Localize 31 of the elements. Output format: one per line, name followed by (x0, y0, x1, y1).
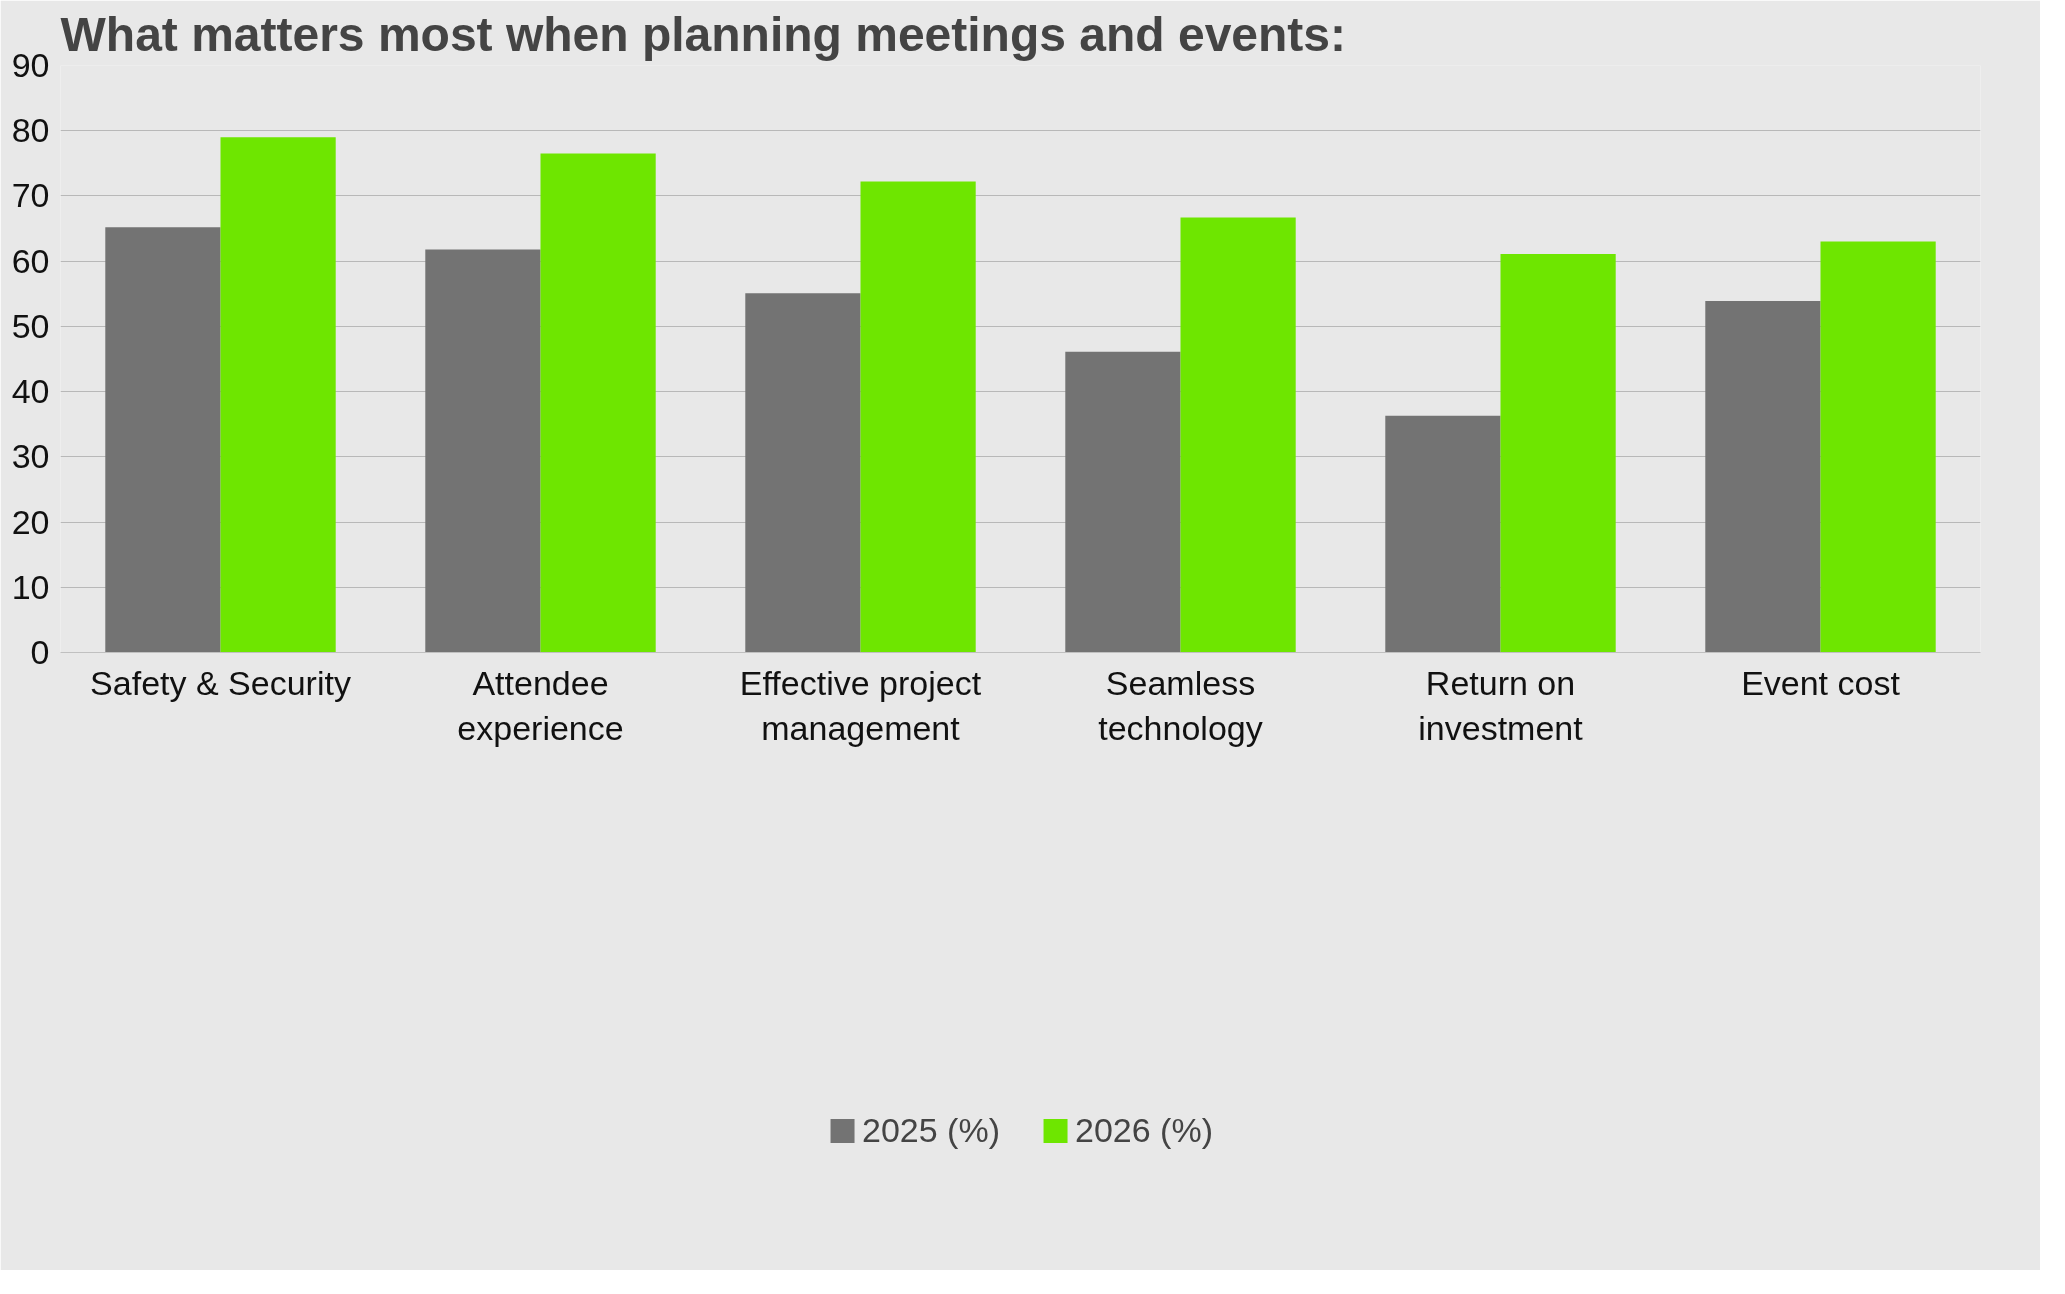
x-tick-label: Attendee experience (457, 663, 624, 748)
y-tick-label: 90 (11, 46, 50, 84)
y-tick-label: 50 (11, 306, 50, 345)
bar (540, 153, 656, 653)
y-tick-label: 40 (11, 372, 50, 411)
legend-label: 2025 (%) (862, 1110, 1000, 1150)
legend-label: 2026 (%) (1075, 1110, 1213, 1150)
x-tick-label: Event cost (1741, 663, 1901, 702)
bar (1705, 300, 1821, 653)
bar (1180, 217, 1296, 653)
y-tick-label: 20 (11, 502, 50, 541)
x-tick-label: Seamless technology (1098, 663, 1263, 748)
bar (105, 227, 221, 653)
y-tick-label: 0 (30, 633, 50, 671)
y-tick-label: 70 (11, 176, 50, 215)
x-tick-label: Return on investment (1418, 663, 1584, 748)
y-tick-label: 10 (11, 567, 50, 606)
y-tick-label: 60 (11, 241, 50, 280)
bar (1065, 351, 1181, 653)
bar (425, 249, 541, 653)
bar (220, 137, 336, 653)
x-tick-label: Safety & Security (90, 663, 351, 702)
bar (1500, 253, 1616, 653)
y-tick-label: 80 (11, 111, 50, 150)
chart-title: What matters most when planning meetings and events: (60, 7, 1347, 61)
bar (1820, 241, 1936, 653)
x-tick-label: Effective project management (739, 663, 982, 748)
y-tick-label: 30 (11, 437, 50, 476)
bar (860, 181, 976, 653)
bar (1385, 415, 1501, 653)
bar (745, 293, 861, 653)
